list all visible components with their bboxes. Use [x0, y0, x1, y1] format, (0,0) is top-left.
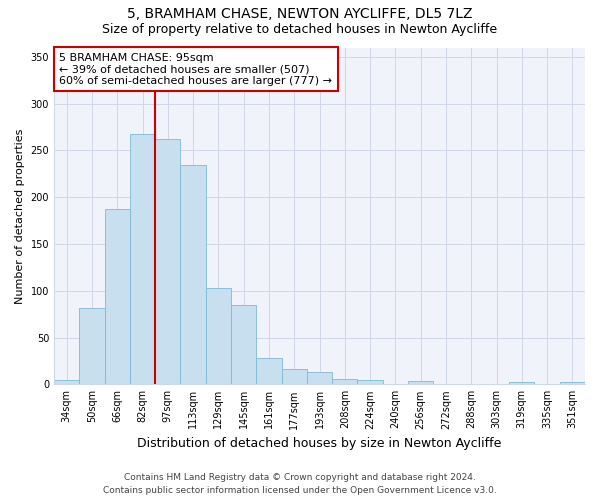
Bar — [256, 358, 281, 384]
Bar — [130, 134, 155, 384]
Text: Size of property relative to detached houses in Newton Aycliffe: Size of property relative to detached ho… — [103, 22, 497, 36]
Y-axis label: Number of detached properties: Number of detached properties — [15, 128, 25, 304]
Bar — [332, 378, 358, 384]
Bar — [54, 380, 79, 384]
Bar — [104, 210, 130, 384]
Bar — [155, 139, 181, 384]
Bar — [509, 382, 535, 384]
Bar — [79, 308, 104, 384]
Bar — [408, 382, 433, 384]
Bar — [231, 305, 256, 384]
Bar — [560, 382, 585, 384]
Bar — [281, 370, 307, 384]
Bar — [358, 380, 383, 384]
Bar — [206, 288, 231, 384]
Bar — [181, 166, 206, 384]
X-axis label: Distribution of detached houses by size in Newton Aycliffe: Distribution of detached houses by size … — [137, 437, 502, 450]
Text: 5, BRAMHAM CHASE, NEWTON AYCLIFFE, DL5 7LZ: 5, BRAMHAM CHASE, NEWTON AYCLIFFE, DL5 7… — [127, 8, 473, 22]
Text: Contains HM Land Registry data © Crown copyright and database right 2024.
Contai: Contains HM Land Registry data © Crown c… — [103, 473, 497, 495]
Bar — [307, 372, 332, 384]
Text: 5 BRAMHAM CHASE: 95sqm
← 39% of detached houses are smaller (507)
60% of semi-de: 5 BRAMHAM CHASE: 95sqm ← 39% of detached… — [59, 52, 332, 86]
